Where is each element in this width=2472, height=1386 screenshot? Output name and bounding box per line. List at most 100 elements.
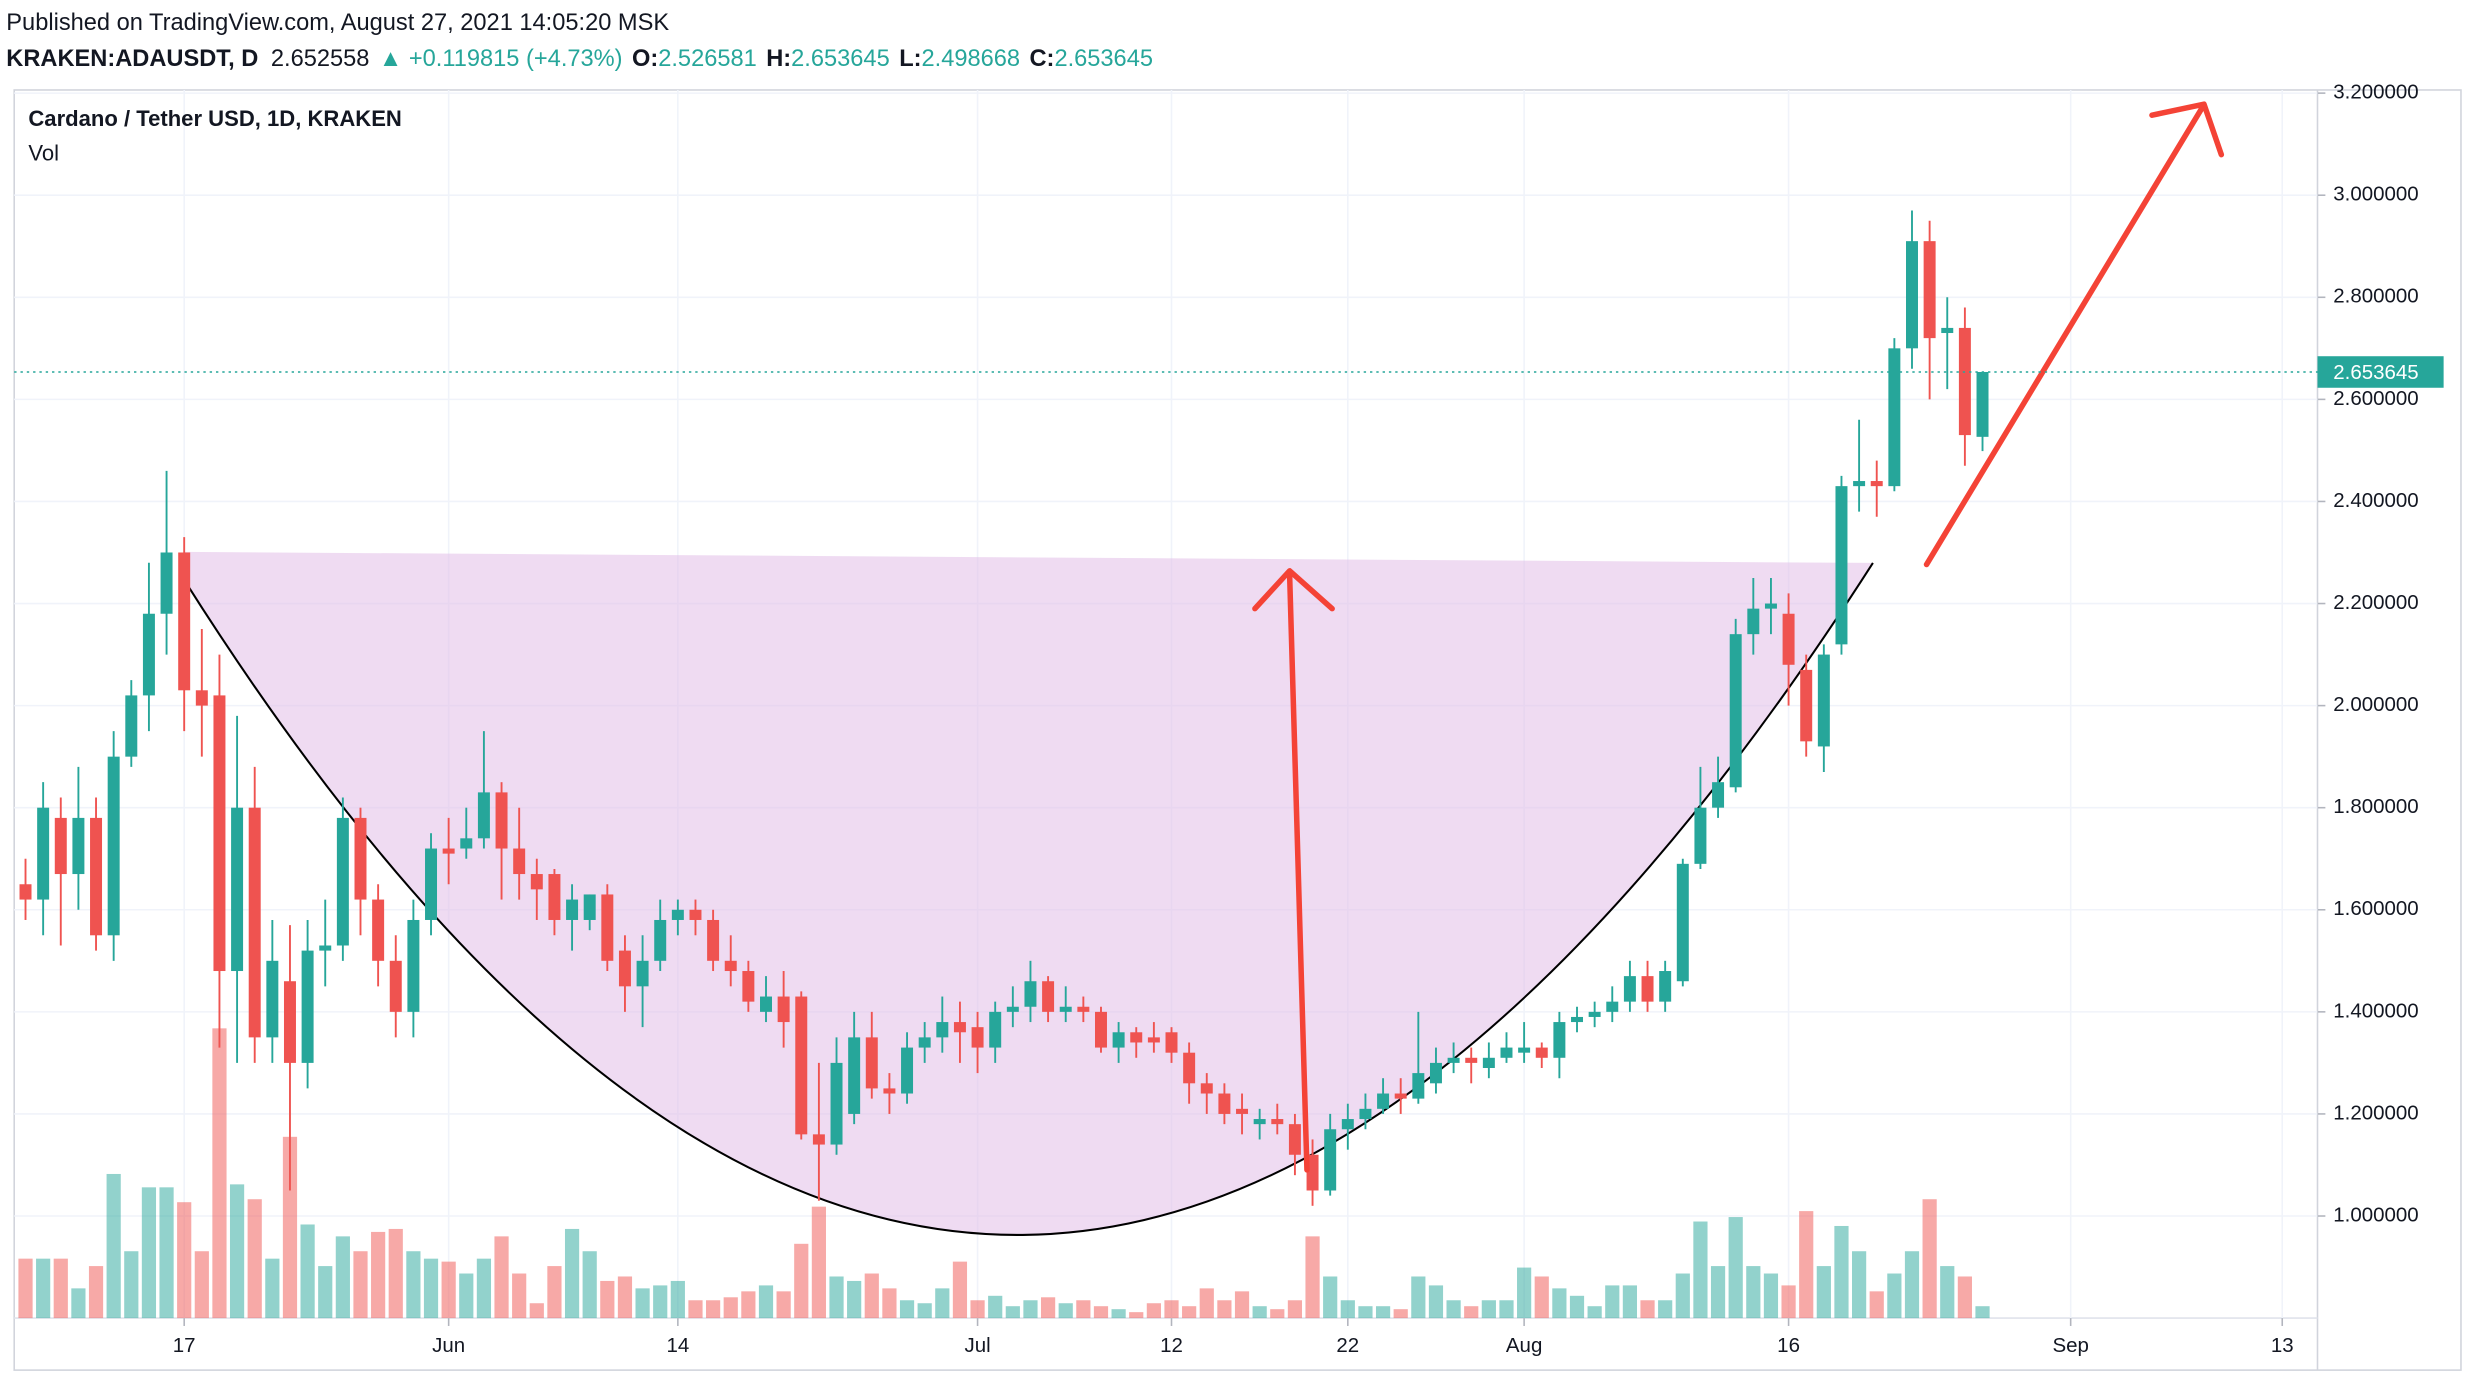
candle-body <box>1200 1083 1213 1094</box>
x-tick-label: Sep <box>2052 1334 2088 1357</box>
published-line: Published on TradingView.com, August 27,… <box>6 10 669 36</box>
volume-bar <box>600 1280 615 1319</box>
volume-bar <box>1781 1285 1796 1319</box>
y-tick-label: 2.000000 <box>2333 693 2418 716</box>
candle-body <box>936 1022 949 1038</box>
candle-body <box>513 848 526 875</box>
candle-body <box>883 1088 896 1094</box>
volume-bar <box>1217 1300 1232 1319</box>
candle-body <box>1447 1057 1460 1063</box>
axes: 1.000000 1.200000 1.400000 1.600000 1.800000… <box>14 81 2444 1357</box>
y-tick-label: 1.000000 <box>2333 1203 2418 1226</box>
candle-body <box>1553 1022 1566 1058</box>
candle-body <box>1747 608 1760 635</box>
candle-body <box>1535 1047 1548 1058</box>
y-tick-label: 1.800000 <box>2333 795 2418 818</box>
volume-bar <box>1869 1291 1884 1319</box>
volume-bar <box>1746 1266 1761 1319</box>
x-tick-label: 13 <box>2271 1334 2294 1357</box>
candle-body <box>1465 1057 1478 1063</box>
candle-body <box>1112 1032 1125 1048</box>
candle-body <box>142 613 155 696</box>
candle-body <box>1324 1129 1337 1191</box>
volume-bar <box>1393 1309 1408 1319</box>
volume-bar <box>318 1266 333 1319</box>
candle-body <box>19 884 32 900</box>
x-tick-label: Jun <box>432 1334 465 1357</box>
legend-volume: Vol <box>28 140 59 165</box>
candle-body <box>989 1011 1002 1048</box>
volume-bar <box>547 1266 562 1319</box>
ohlc-value: 2.653645 <box>1054 46 1153 72</box>
candle-body <box>1870 481 1883 487</box>
candle-body <box>1147 1037 1160 1043</box>
candle-body <box>1694 807 1707 864</box>
candle-body <box>1835 486 1848 645</box>
volume-bar <box>1411 1276 1426 1319</box>
volume-bar <box>670 1280 685 1319</box>
arrow-up <box>1252 568 1335 1173</box>
volume-bar <box>1534 1276 1549 1319</box>
volume-bar <box>970 1300 985 1319</box>
volume-bar <box>706 1300 721 1319</box>
volume-bar <box>300 1224 315 1319</box>
volume-bar <box>353 1251 368 1319</box>
candle-body <box>1800 669 1813 742</box>
candle-body <box>865 1037 878 1089</box>
candle-body <box>319 945 332 951</box>
volume-bar <box>1622 1285 1637 1319</box>
volume-bar <box>1023 1300 1038 1319</box>
volume-bar <box>494 1236 509 1319</box>
candle-body <box>1923 241 1936 339</box>
candle-body <box>477 792 490 839</box>
ohlc-value: 2.526581 <box>658 46 757 72</box>
ohlc-label: O: <box>632 46 658 72</box>
candle-body <box>1500 1047 1513 1058</box>
volume-bar <box>1305 1236 1320 1319</box>
chart-frame <box>13 89 2462 1371</box>
candle-body <box>1764 603 1777 609</box>
symbol: KRAKEN:ADAUSDT, D <box>6 46 258 72</box>
ohlc-value: 2.498668 <box>922 46 1021 72</box>
candle-body <box>54 817 67 875</box>
volume-bar <box>864 1273 879 1319</box>
ohlc-label: C: <box>1030 46 1055 72</box>
candle-body <box>231 807 244 972</box>
candle-body <box>72 817 85 875</box>
volume-bar <box>582 1251 597 1319</box>
candle-body <box>671 909 684 920</box>
volume-bar <box>194 1251 209 1319</box>
volume-bar <box>776 1291 791 1319</box>
volume-bar <box>1040 1297 1056 1319</box>
candle-body <box>1429 1062 1442 1084</box>
arrow-target <box>1923 101 2225 568</box>
candle-body <box>724 960 737 972</box>
candle-body <box>548 874 561 920</box>
y-tick-label: 2.200000 <box>2333 591 2418 614</box>
volume-bar <box>282 1136 298 1319</box>
candle-body <box>1306 1154 1319 1191</box>
candle-body <box>1130 1032 1143 1043</box>
volume-bar <box>1287 1300 1303 1319</box>
volume-bar <box>247 1199 262 1319</box>
volume-bar <box>1005 1306 1020 1319</box>
candle-body <box>372 899 385 961</box>
volume-bar <box>1693 1221 1708 1319</box>
candle-body <box>901 1047 914 1094</box>
volume-bar <box>1922 1199 1937 1319</box>
candle-body <box>495 792 508 849</box>
volume-pane <box>18 1028 1990 1319</box>
arrows <box>1252 101 2225 1173</box>
candle-body <box>1888 348 1901 487</box>
volume-bar <box>1517 1267 1532 1319</box>
volume-bar <box>1076 1300 1091 1319</box>
volume-bar <box>1834 1225 1849 1319</box>
volume-bar <box>1270 1309 1285 1319</box>
candle-body <box>1676 863 1689 982</box>
candle-body <box>918 1037 931 1048</box>
y-tick-label: 2.600000 <box>2333 387 2418 410</box>
volume-bar <box>212 1028 227 1319</box>
volume-bar <box>1323 1276 1338 1319</box>
volume-bar <box>811 1206 826 1319</box>
candle-body <box>178 552 191 691</box>
